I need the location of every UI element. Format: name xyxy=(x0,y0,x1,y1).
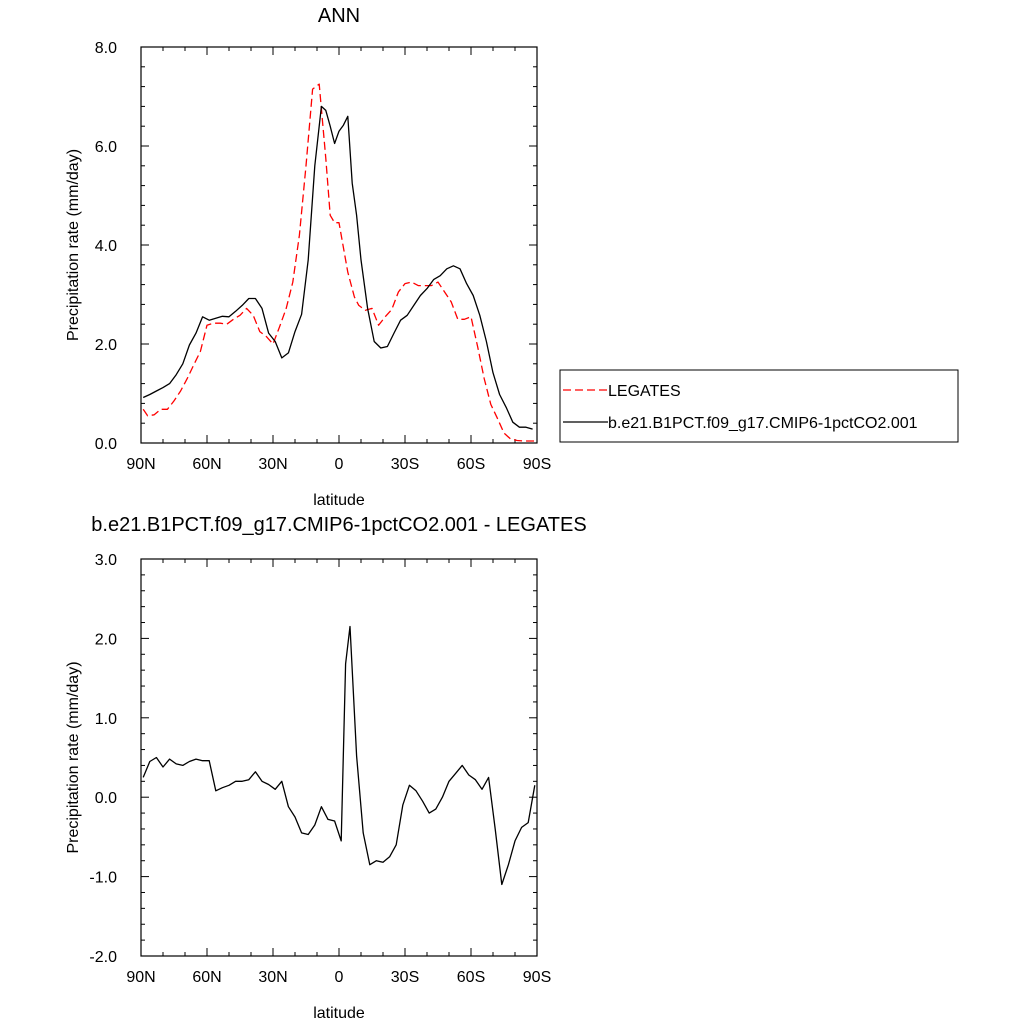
x-tick-label: 60N xyxy=(192,969,221,986)
y-tick-label: 0.0 xyxy=(95,436,117,453)
x-tick-label: 30N xyxy=(258,969,287,986)
x-axis-label: latitude xyxy=(313,492,365,509)
y-tick-label: -1.0 xyxy=(89,870,117,887)
x-tick-label: 30N xyxy=(258,456,287,473)
y-tick-label: 0.0 xyxy=(95,790,117,807)
plot-frame xyxy=(140,558,538,957)
x-tick-label: 90S xyxy=(523,969,551,986)
x-tick-label: 60N xyxy=(192,456,221,473)
plot-frame xyxy=(140,46,538,444)
y-tick-label: -2.0 xyxy=(89,949,117,966)
y-tick-label: 3.0 xyxy=(95,552,117,569)
x-tick-label: 0 xyxy=(335,969,344,986)
x-tick-label: 60S xyxy=(457,969,485,986)
series-line-legates xyxy=(142,83,535,442)
series-line-b-e21-b1pct-f09-g17-cmip6-1pctco2-001 xyxy=(142,105,533,430)
x-tick-label: 90N xyxy=(126,456,155,473)
x-tick-label: 30S xyxy=(391,456,419,473)
x-tick-label: 90S xyxy=(523,456,551,473)
x-tick-label: 30S xyxy=(391,969,419,986)
y-axis-label: Precipitation rate (mm/day) xyxy=(65,661,82,853)
y-axis-label: Precipitation rate (mm/day) xyxy=(65,149,82,341)
chart-panel-2: b.e21.B1PCT.f09_g17.CMIP6-1pctCO2.001 - … xyxy=(65,514,587,1022)
y-tick-label: 6.0 xyxy=(95,139,117,156)
y-tick-label: 1.0 xyxy=(95,711,117,728)
y-tick-label: 4.0 xyxy=(95,238,117,255)
y-tick-label: 2.0 xyxy=(95,631,117,648)
y-tick-label: 8.0 xyxy=(95,40,117,57)
legend-entry: b.e21.B1PCT.f09_g17.CMIP6-1pctCO2.001 xyxy=(608,415,918,432)
x-tick-label: 90N xyxy=(126,969,155,986)
x-tick-label: 0 xyxy=(335,456,344,473)
legend-box xyxy=(559,369,959,443)
legend-entry: LEGATES xyxy=(608,383,681,400)
chart-title: ANN xyxy=(318,5,360,27)
series-line-difference xyxy=(142,625,536,886)
chart-panel-1: ANN 90N 60N 30N 0 30S 60S 90S 0.0 2.0 4.0 6.0 8.0 lat… xyxy=(65,5,959,509)
legend: LEGATES b.e21.B1PCT.f09_g17.CMIP6-1pctCO2… xyxy=(559,369,959,443)
x-axis-label: latitude xyxy=(313,1005,365,1022)
chart-title: b.e21.B1PCT.f09_g17.CMIP6-1pctCO2.001 - … xyxy=(91,514,586,536)
x-tick-label: 60S xyxy=(457,456,485,473)
y-tick-label: 2.0 xyxy=(95,337,117,354)
